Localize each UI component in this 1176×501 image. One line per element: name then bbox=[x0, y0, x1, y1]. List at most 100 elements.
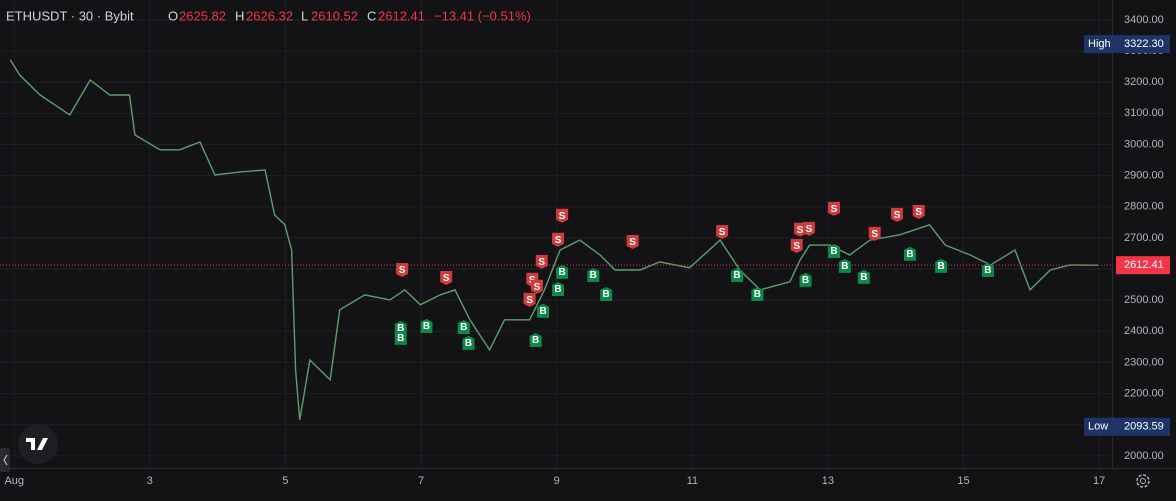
signal-badge bbox=[868, 226, 881, 241]
signal-label: S bbox=[443, 273, 450, 284]
signal-badge bbox=[828, 201, 840, 216]
y-tick-label: 3400.00 bbox=[1124, 14, 1164, 26]
signal-badge bbox=[537, 303, 550, 318]
price-line bbox=[9, 59, 1098, 421]
signal-badge bbox=[462, 335, 475, 350]
signal-label: B bbox=[460, 322, 467, 333]
ohlc-label: O bbox=[168, 8, 178, 23]
low-tag bbox=[1084, 417, 1170, 436]
logo-bg[interactable] bbox=[18, 424, 58, 464]
signal-badge bbox=[556, 264, 569, 279]
signal-label: S bbox=[894, 210, 901, 221]
high-tag bbox=[1084, 35, 1170, 54]
signal-badge bbox=[552, 232, 565, 247]
scroll-left-icon[interactable] bbox=[3, 454, 8, 466]
ohlc-value: 2625.82 bbox=[179, 8, 226, 23]
signal-label: S bbox=[538, 257, 545, 268]
signal-label: B bbox=[906, 249, 913, 260]
y-tick-label: 2500.00 bbox=[1124, 294, 1164, 306]
signal-badge bbox=[394, 330, 407, 345]
signal-label: S bbox=[559, 211, 566, 222]
last-price-label: 2612.41 bbox=[1124, 259, 1164, 271]
signal-label: S bbox=[526, 295, 533, 306]
signal-label: S bbox=[831, 204, 838, 215]
signal-badge bbox=[790, 238, 803, 253]
logo-mark[interactable] bbox=[26, 438, 48, 450]
signal-label: B bbox=[423, 321, 430, 332]
signal-badge bbox=[802, 221, 815, 236]
signal-label: B bbox=[984, 265, 991, 276]
signal-badge bbox=[912, 205, 925, 220]
signal-label: B bbox=[397, 323, 404, 334]
high-tag-label: High bbox=[1088, 38, 1111, 50]
signal-badge bbox=[552, 281, 565, 296]
grid bbox=[0, 0, 1112, 468]
signal-label: S bbox=[555, 235, 562, 246]
y-tick-label: 3100.00 bbox=[1124, 107, 1164, 119]
x-tick-label: 15 bbox=[957, 475, 969, 487]
signal-badge bbox=[523, 292, 536, 307]
last-price-tag bbox=[1116, 256, 1170, 275]
signal-label: B bbox=[754, 289, 761, 300]
signal-badge bbox=[394, 320, 407, 335]
signal-badge bbox=[457, 319, 470, 334]
signal-label: B bbox=[397, 333, 404, 344]
scroll-left[interactable] bbox=[0, 448, 10, 472]
signal-label: S bbox=[871, 229, 878, 240]
signal-badge bbox=[981, 262, 994, 277]
signal-label: S bbox=[806, 224, 813, 235]
signal-badge bbox=[600, 286, 613, 301]
ohlc-value: 2610.52 bbox=[311, 8, 358, 23]
signal-badge bbox=[587, 267, 600, 282]
signal-badge bbox=[396, 262, 409, 277]
y-tick-label: 3200.00 bbox=[1124, 76, 1164, 88]
signal-label: B bbox=[802, 275, 809, 286]
low-tag-value: 2093.59 bbox=[1124, 421, 1164, 433]
x-tick-label: Aug bbox=[4, 475, 24, 487]
signal-badge bbox=[828, 243, 840, 258]
settings[interactable] bbox=[1136, 474, 1150, 488]
signal-label: B bbox=[465, 338, 472, 349]
signal-badge bbox=[891, 207, 904, 222]
y-tick-label: 2000.00 bbox=[1124, 450, 1164, 462]
ohlc-value: 2612.41 bbox=[378, 8, 425, 23]
ohlc-label: H bbox=[235, 8, 244, 23]
signal-badge bbox=[903, 246, 916, 261]
settings-icon[interactable] bbox=[1136, 474, 1150, 488]
y-tick-label: 3000.00 bbox=[1124, 138, 1164, 150]
signal-label: B bbox=[603, 289, 610, 300]
settings-icon[interactable] bbox=[1140, 478, 1146, 484]
logo[interactable] bbox=[18, 424, 58, 464]
low-tag-label: Low bbox=[1088, 421, 1108, 433]
y-tick-label: 2300.00 bbox=[1124, 356, 1164, 368]
signal-badge bbox=[440, 271, 453, 286]
ohlc-value: 2626.32 bbox=[246, 8, 293, 23]
signal-label: S bbox=[534, 282, 541, 293]
plot: SSSSSSSSSSSSSSSSSBBBBBBBBBBBBBBBBBBBB bbox=[0, 59, 1112, 421]
x-tick-label: 7 bbox=[418, 475, 424, 487]
change: −13.41 (−0.51%) bbox=[434, 8, 531, 23]
high-tag-value: 3322.30 bbox=[1124, 38, 1164, 50]
symbol: ETHUSDT · 30 · Bybit bbox=[6, 8, 134, 23]
signal-label: B bbox=[841, 261, 848, 272]
x-tick-label: 9 bbox=[554, 475, 560, 487]
signal-badge bbox=[799, 272, 812, 287]
signal-badge bbox=[838, 258, 851, 273]
signal-label: S bbox=[719, 227, 726, 238]
x-tick-label: 11 bbox=[687, 475, 698, 487]
signal-badge bbox=[716, 224, 729, 239]
signal-label: B bbox=[938, 261, 945, 272]
signal-label: B bbox=[860, 272, 867, 283]
y-tick-label: 2900.00 bbox=[1124, 170, 1164, 182]
signal-label: B bbox=[554, 284, 561, 295]
signal-badge bbox=[731, 267, 744, 282]
signal-badge bbox=[535, 254, 548, 269]
ohlc-label: C bbox=[367, 8, 376, 23]
signal-label: B bbox=[532, 335, 539, 346]
signal-badge bbox=[751, 286, 764, 301]
signal-badge bbox=[529, 333, 542, 348]
signal-label: S bbox=[797, 225, 804, 236]
